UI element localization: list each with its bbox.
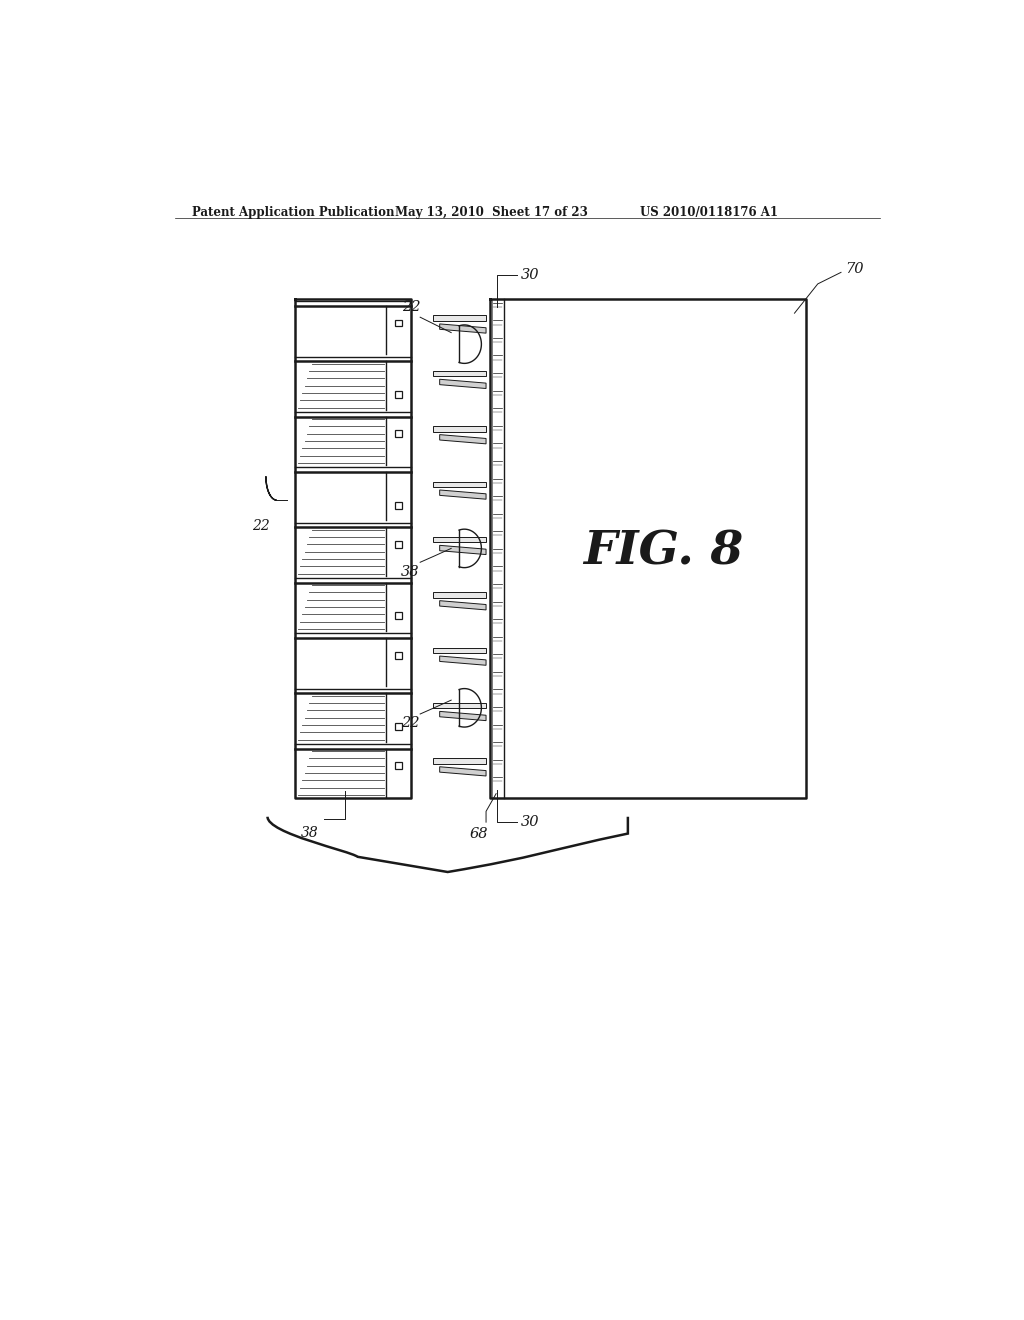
- Text: 30: 30: [521, 816, 540, 829]
- Bar: [433, 482, 486, 487]
- Text: 70: 70: [845, 261, 863, 276]
- Text: US 2010/0118176 A1: US 2010/0118176 A1: [640, 206, 777, 219]
- Bar: [395, 391, 402, 397]
- Bar: [433, 704, 486, 709]
- Bar: [395, 319, 402, 326]
- Bar: [433, 537, 486, 543]
- Bar: [433, 371, 486, 376]
- Text: 38: 38: [301, 826, 319, 840]
- Bar: [395, 763, 402, 770]
- Bar: [433, 315, 486, 321]
- Bar: [433, 593, 486, 598]
- Bar: [395, 502, 402, 508]
- Bar: [395, 723, 402, 730]
- Bar: [395, 430, 402, 437]
- Bar: [433, 648, 486, 653]
- Text: 22: 22: [400, 717, 420, 730]
- Polygon shape: [439, 490, 486, 499]
- Text: 22: 22: [401, 300, 420, 314]
- Polygon shape: [439, 711, 486, 721]
- Bar: [395, 652, 402, 659]
- Bar: [395, 541, 402, 548]
- Polygon shape: [439, 379, 486, 388]
- Text: 30: 30: [521, 268, 540, 281]
- Text: 68: 68: [470, 828, 488, 841]
- Text: Patent Application Publication: Patent Application Publication: [193, 206, 395, 219]
- Polygon shape: [439, 434, 486, 444]
- Polygon shape: [439, 545, 486, 554]
- Text: 38: 38: [400, 565, 420, 578]
- Polygon shape: [439, 656, 486, 665]
- Bar: [433, 758, 486, 764]
- Text: 22: 22: [253, 519, 270, 532]
- Text: FIG. 8: FIG. 8: [583, 528, 742, 574]
- Bar: [395, 612, 402, 619]
- Polygon shape: [439, 601, 486, 610]
- Polygon shape: [439, 767, 486, 776]
- Polygon shape: [439, 323, 486, 333]
- Bar: [433, 426, 486, 432]
- Text: May 13, 2010  Sheet 17 of 23: May 13, 2010 Sheet 17 of 23: [395, 206, 588, 219]
